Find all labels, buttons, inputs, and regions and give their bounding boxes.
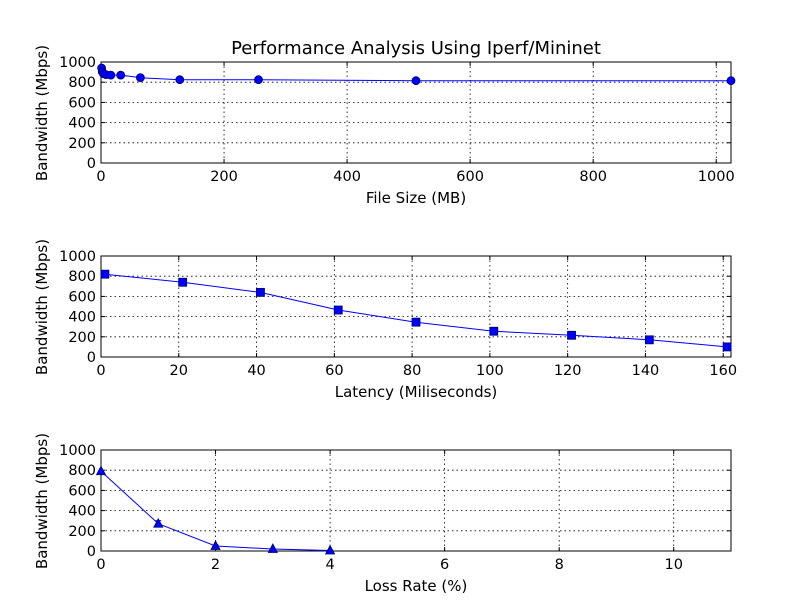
- data-point-square: [567, 330, 576, 340]
- x-tick-label: 100: [476, 363, 504, 379]
- x-axis-label: Loss Rate (%): [365, 577, 468, 595]
- y-tick-label: 200: [68, 524, 96, 540]
- data-point-triangle: [95, 465, 107, 476]
- axes-frame: [100, 255, 732, 358]
- data-point-circle: [254, 75, 263, 85]
- y-axis-label: Bandwidth (Mbps): [33, 239, 51, 375]
- x-tick-label: 6: [440, 557, 449, 573]
- data-point-circle: [175, 75, 185, 85]
- data-point-triangle: [267, 543, 278, 553]
- y-tick-label: 0: [87, 350, 96, 366]
- x-axis-label: File Size (MB): [366, 189, 466, 207]
- x-tick-label: 1000: [698, 169, 735, 185]
- x-tick-label: 0: [96, 557, 105, 573]
- x-tick-label: 0: [96, 363, 105, 379]
- data-point-square: [644, 335, 654, 345]
- y-tick-label: 0: [87, 156, 96, 172]
- y-axis-label: Bandwidth (Mbps): [33, 433, 51, 569]
- y-tick-label: 400: [68, 504, 96, 520]
- axes-frame: [100, 449, 732, 552]
- plot-area: 0 2 4 6 8 10 0 200 400 600 800 1000: [59, 443, 732, 573]
- x-tick-label: 10: [665, 557, 683, 573]
- x-tick-label: 120: [554, 363, 582, 379]
- data-point-circle: [411, 76, 421, 86]
- x-tick-label: 160: [709, 363, 737, 379]
- series-line: [104, 273, 728, 348]
- data-point-circle: [106, 70, 116, 80]
- x-axis-label: Latency (Miliseconds): [335, 383, 498, 401]
- data-point-circle: [116, 70, 126, 80]
- data-point-square: [178, 277, 188, 287]
- x-tick-label: 200: [210, 169, 238, 185]
- subplot-file-size: Performance Analysis Using Iperf/Mininet…: [33, 38, 736, 207]
- plot-area: 0 200 400 600 800 1000 0 200 400 600 800 1000: [59, 55, 736, 185]
- x-tick-label: 80: [403, 363, 421, 379]
- y-tick-label: 1000: [59, 55, 96, 71]
- y-tick-label: 1000: [59, 249, 96, 265]
- y-tick-label: 600: [68, 289, 96, 305]
- y-tick-label: 400: [68, 310, 96, 326]
- y-tick-label: 800: [68, 269, 96, 285]
- x-tick-label: 40: [247, 363, 265, 379]
- axes-frame: [100, 61, 732, 164]
- x-tick-label: 2: [211, 557, 220, 573]
- y-tick-label: 600: [68, 95, 96, 111]
- y-tick-label: 1000: [59, 443, 96, 459]
- x-tick-label: 8: [555, 557, 564, 573]
- data-point-square: [411, 317, 421, 327]
- data-point-square: [100, 269, 110, 279]
- data-point-triangle: [153, 517, 164, 528]
- data-point-square: [256, 287, 265, 297]
- x-tick-label: 140: [632, 363, 660, 379]
- y-tick-label: 600: [68, 483, 96, 499]
- subplot-loss-rate: 0 2 4 6 8 10 0 200 400 600 800 1000 Loss Rate (%) B…: [33, 433, 732, 595]
- plot-area: 0 20 40 60 80 100 120 140 160 0 200 400 600 800 1000: [59, 249, 737, 379]
- y-tick-label: 200: [68, 330, 96, 346]
- data-point-triangle: [210, 540, 221, 550]
- subplot-latency: 0 20 40 60 80 100 120 140 160 0 200 400 600 800 1000 L…: [33, 239, 737, 401]
- x-tick-label: 60: [325, 363, 343, 379]
- y-tick-label: 800: [68, 75, 96, 91]
- data-point-triangle: [324, 544, 336, 555]
- y-tick-label: 800: [68, 463, 96, 479]
- x-tick-label: 600: [456, 169, 484, 185]
- y-tick-label: 0: [87, 544, 96, 560]
- data-point-square: [333, 305, 343, 315]
- data-point-circle: [726, 76, 736, 86]
- y-axis-label: Bandwidth (Mbps): [33, 45, 51, 181]
- chart-title: Performance Analysis Using Iperf/Mininet: [231, 38, 601, 59]
- y-tick-label: 200: [68, 136, 96, 152]
- x-tick-label: 400: [333, 169, 361, 185]
- x-tick-label: 800: [579, 169, 607, 185]
- x-tick-label: 4: [325, 557, 334, 573]
- x-tick-label: 20: [170, 363, 188, 379]
- y-tick-label: 400: [68, 116, 96, 132]
- x-tick-label: 0: [96, 169, 105, 185]
- data-point-square: [722, 342, 732, 352]
- data-point-circle: [135, 73, 145, 83]
- data-point-square: [489, 326, 499, 336]
